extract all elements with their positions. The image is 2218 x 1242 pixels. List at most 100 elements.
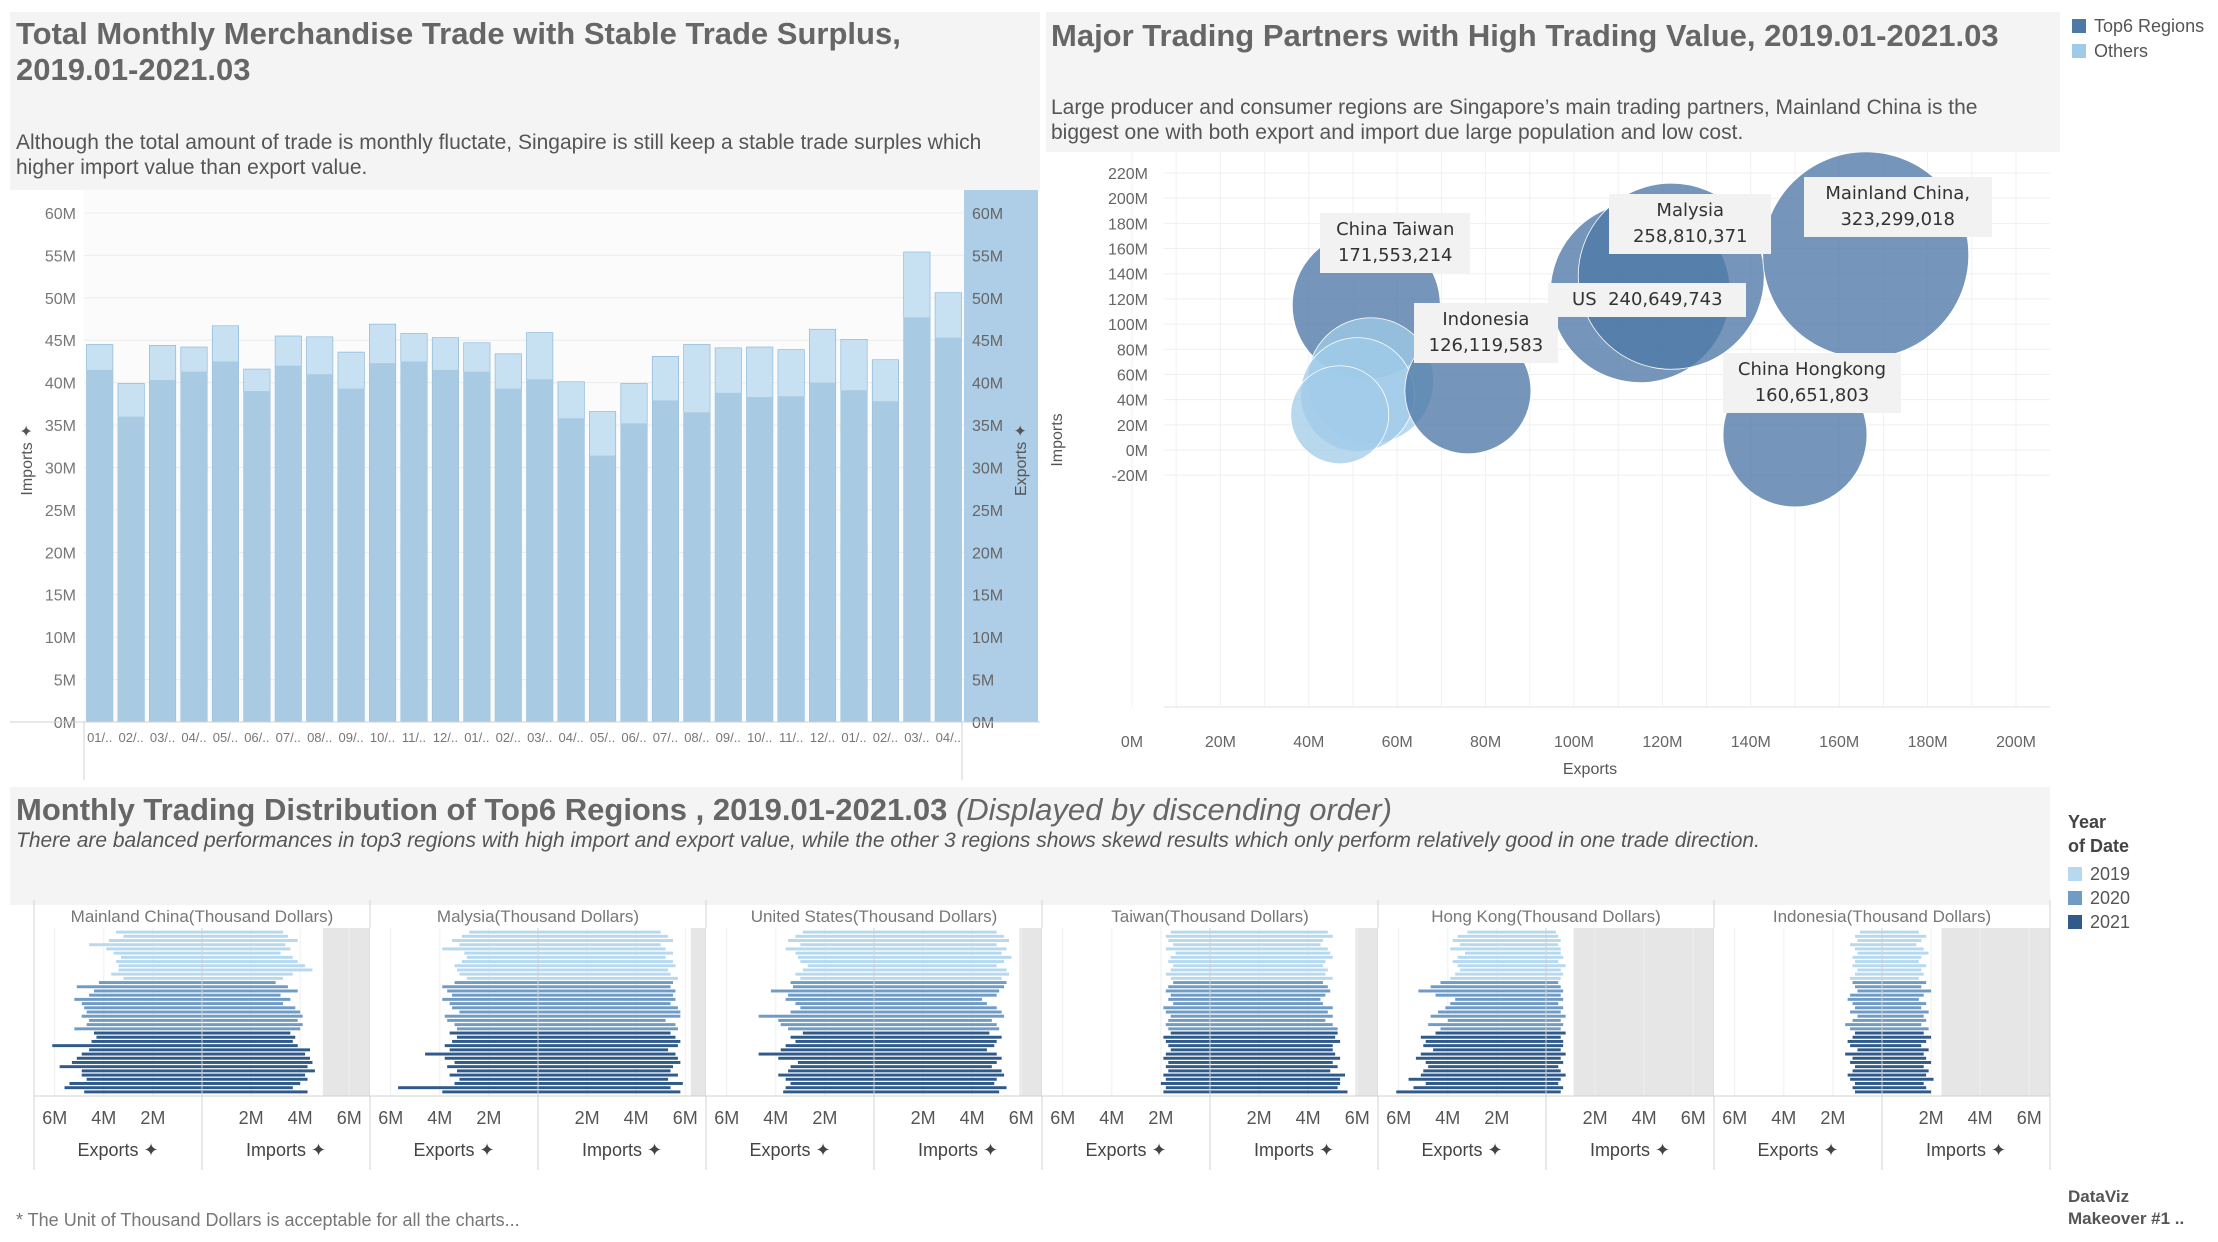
export-bar[interactable]	[1852, 1035, 1882, 1039]
import-bar[interactable]	[1882, 939, 1922, 942]
export-bar[interactable]	[466, 955, 538, 959]
import-bar[interactable]	[874, 1052, 997, 1056]
export-bar[interactable]	[442, 947, 538, 951]
import-bar[interactable]	[874, 1077, 997, 1081]
export-bar[interactable]	[1170, 1031, 1210, 1035]
import-bar[interactable]	[1882, 1086, 1927, 1090]
chart1-bar-imports[interactable]	[903, 317, 931, 722]
import-bar[interactable]	[538, 930, 661, 934]
import-bar[interactable]	[202, 989, 298, 993]
import-bar[interactable]	[1546, 1006, 1564, 1010]
export-bar[interactable]	[1173, 943, 1210, 947]
import-bar[interactable]	[1546, 1039, 1564, 1043]
import-bar[interactable]	[1882, 1014, 1924, 1018]
import-bar[interactable]	[1210, 1060, 1333, 1064]
bubble-others[interactable]	[1290, 365, 1390, 465]
export-bar[interactable]	[1440, 1027, 1546, 1031]
import-bar[interactable]	[202, 1073, 306, 1077]
import-bar[interactable]	[874, 1014, 1005, 1018]
export-bar[interactable]	[1847, 1073, 1882, 1077]
chart1-bar-imports[interactable]	[243, 391, 271, 722]
import-bar[interactable]	[1210, 1052, 1336, 1056]
export-bar[interactable]	[1165, 934, 1210, 938]
export-bar[interactable]	[1852, 1002, 1882, 1006]
import-bar[interactable]	[1882, 955, 1922, 959]
import-bar[interactable]	[202, 1060, 313, 1064]
import-bar[interactable]	[538, 1065, 673, 1069]
export-bar[interactable]	[1165, 1052, 1210, 1056]
export-bar[interactable]	[1418, 989, 1546, 993]
export-bar[interactable]	[1850, 993, 1882, 997]
export-bar[interactable]	[111, 972, 202, 976]
import-bar[interactable]	[202, 960, 298, 964]
export-bar[interactable]	[1850, 1027, 1882, 1031]
import-bar[interactable]	[1882, 1073, 1927, 1077]
import-bar[interactable]	[1210, 939, 1323, 942]
export-bar[interactable]	[1168, 1060, 1210, 1064]
export-bar[interactable]	[86, 1077, 202, 1081]
import-bar[interactable]	[1210, 934, 1333, 938]
import-bar[interactable]	[202, 964, 306, 968]
import-bar[interactable]	[538, 1023, 676, 1027]
export-bar[interactable]	[1415, 1056, 1546, 1060]
chart1-bar-imports[interactable]	[495, 388, 522, 722]
import-bar[interactable]	[1210, 1056, 1341, 1060]
export-bar[interactable]	[758, 1014, 874, 1018]
import-bar[interactable]	[538, 1010, 681, 1014]
export-bar[interactable]	[1845, 1052, 1882, 1056]
export-bar[interactable]	[1428, 1023, 1546, 1027]
import-bar[interactable]	[1546, 1010, 1561, 1014]
export-bar[interactable]	[1845, 1023, 1882, 1027]
import-bar[interactable]	[874, 1039, 997, 1043]
export-bar[interactable]	[788, 1027, 874, 1031]
import-bar[interactable]	[1546, 951, 1561, 955]
export-bar[interactable]	[459, 943, 538, 947]
import-bar[interactable]	[1210, 989, 1331, 993]
legend-item-2019[interactable]: 2019	[2068, 862, 2130, 886]
export-bar[interactable]	[1445, 1006, 1546, 1010]
chart1-bar-imports[interactable]	[400, 361, 428, 722]
export-bar[interactable]	[1168, 960, 1210, 964]
export-bar[interactable]	[1170, 968, 1210, 972]
import-bar[interactable]	[202, 997, 291, 1001]
export-bar[interactable]	[1168, 1069, 1210, 1073]
export-bar[interactable]	[89, 1018, 202, 1022]
import-bar[interactable]	[1210, 1035, 1336, 1039]
import-bar[interactable]	[538, 1077, 669, 1081]
export-bar[interactable]	[91, 1039, 202, 1043]
export-bar[interactable]	[790, 1010, 874, 1014]
import-bar[interactable]	[538, 960, 673, 964]
export-bar[interactable]	[452, 939, 538, 942]
export-bar[interactable]	[444, 1056, 538, 1060]
import-bar[interactable]	[874, 1044, 995, 1048]
import-bar[interactable]	[874, 939, 1009, 942]
import-bar[interactable]	[1546, 993, 1561, 997]
chart1-bar-imports[interactable]	[149, 380, 176, 722]
export-bar[interactable]	[1852, 1086, 1882, 1090]
import-bar[interactable]	[1210, 1018, 1326, 1022]
import-bar[interactable]	[874, 1073, 1005, 1077]
import-bar[interactable]	[1210, 972, 1326, 976]
export-bar[interactable]	[86, 1023, 202, 1027]
export-bar[interactable]	[442, 985, 538, 989]
import-bar[interactable]	[538, 1002, 671, 1006]
export-bar[interactable]	[797, 1060, 874, 1064]
export-bar[interactable]	[454, 964, 538, 968]
import-bar[interactable]	[538, 1060, 681, 1064]
import-bar[interactable]	[538, 968, 669, 972]
export-bar[interactable]	[1170, 993, 1210, 997]
export-bar[interactable]	[1450, 976, 1546, 980]
import-bar[interactable]	[1882, 1006, 1922, 1010]
export-bar[interactable]	[89, 1048, 202, 1052]
chart1-bar-imports[interactable]	[652, 400, 679, 722]
import-bar[interactable]	[1210, 1077, 1341, 1081]
chart1-bar-imports[interactable]	[620, 423, 648, 722]
import-bar[interactable]	[538, 939, 673, 942]
export-bar[interactable]	[1168, 997, 1210, 1001]
chart1-bar-imports[interactable]	[809, 382, 836, 722]
chart1-bar-imports[interactable]	[683, 412, 711, 722]
import-bar[interactable]	[202, 1065, 308, 1069]
import-bar[interactable]	[1882, 1031, 1924, 1035]
import-bar[interactable]	[1546, 1044, 1564, 1048]
export-bar[interactable]	[118, 964, 202, 968]
